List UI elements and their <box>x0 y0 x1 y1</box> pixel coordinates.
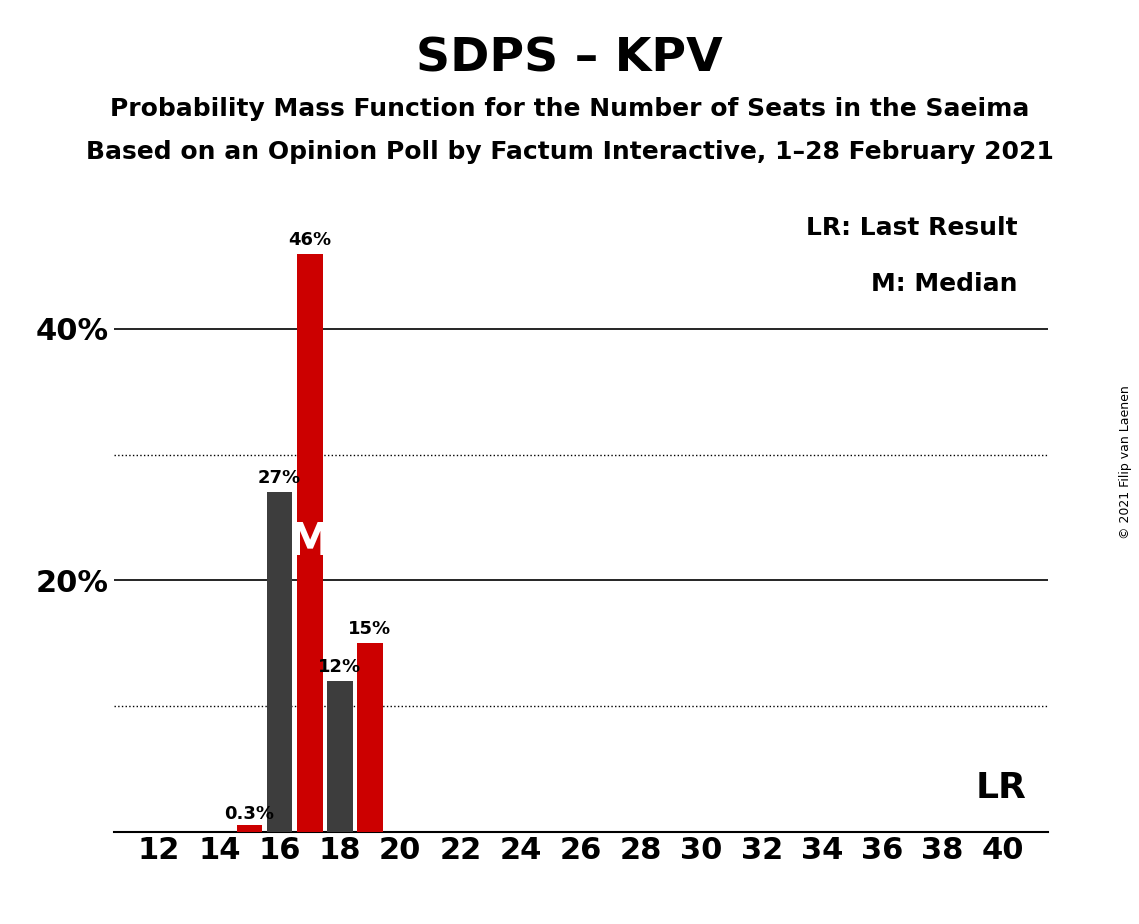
Bar <box>237 828 262 832</box>
Bar <box>237 825 262 832</box>
Bar <box>297 253 322 832</box>
Text: M: Median: M: Median <box>871 273 1018 297</box>
Text: 27%: 27% <box>259 469 301 487</box>
Text: 12%: 12% <box>318 658 361 675</box>
Text: 15%: 15% <box>349 620 392 638</box>
Bar <box>327 681 353 832</box>
Text: Probability Mass Function for the Number of Seats in the Saeima: Probability Mass Function for the Number… <box>109 97 1030 121</box>
Text: LR: Last Result: LR: Last Result <box>806 216 1018 240</box>
Text: LR: LR <box>976 771 1026 805</box>
Text: SDPS – KPV: SDPS – KPV <box>416 37 723 82</box>
Text: M: M <box>287 521 331 564</box>
Bar <box>358 643 383 832</box>
Text: © 2021 Filip van Laenen: © 2021 Filip van Laenen <box>1118 385 1132 539</box>
Text: 0.3%: 0.3% <box>224 805 274 822</box>
Bar <box>267 492 293 832</box>
Text: 46%: 46% <box>288 230 331 249</box>
Text: Based on an Opinion Poll by Factum Interactive, 1–28 February 2021: Based on an Opinion Poll by Factum Inter… <box>85 140 1054 164</box>
